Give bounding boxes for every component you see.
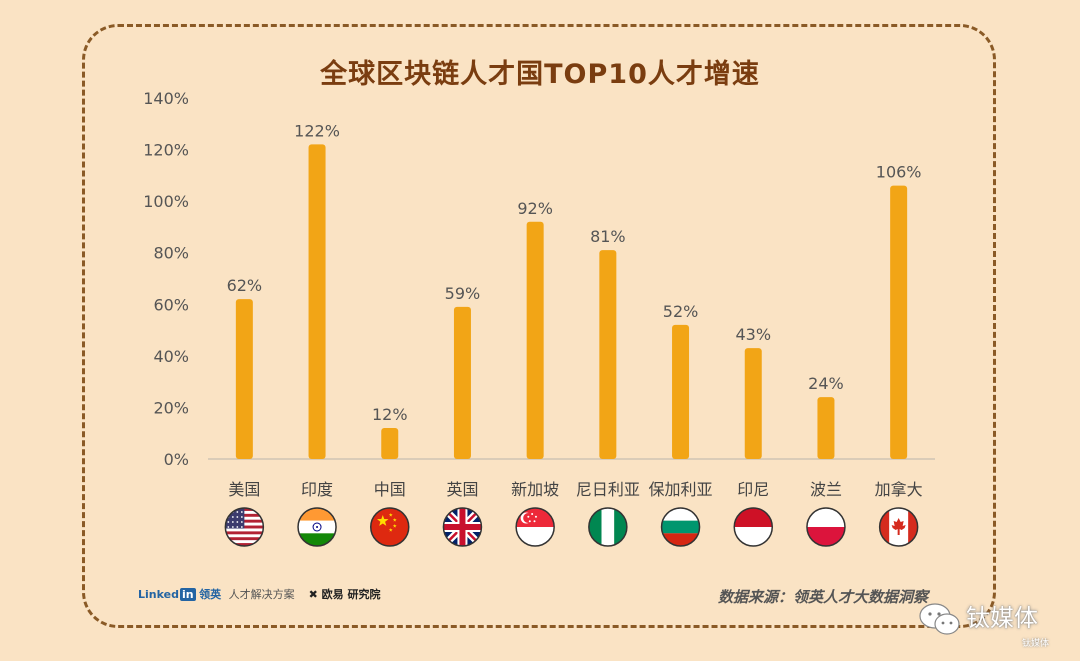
y-tick-label: 40%	[153, 347, 189, 366]
bar	[672, 324, 690, 459]
y-tick-label: 120%	[143, 141, 189, 160]
bar-value-label: 52%	[663, 302, 699, 321]
y-tick-label: 20%	[153, 398, 189, 417]
nigeria-flag-icon	[588, 507, 628, 547]
x-tick-label: 英国	[446, 480, 478, 499]
bar	[744, 348, 762, 459]
china-flag-icon	[370, 507, 410, 547]
x-tick-label: 尼日利亚	[576, 480, 640, 499]
india-flag-icon	[297, 507, 337, 547]
wechat-icon	[918, 602, 962, 642]
y-tick-label: 60%	[153, 295, 189, 314]
x-tick-label: 中国	[374, 480, 406, 499]
bar-value-label: 43%	[735, 325, 771, 344]
bar-value-label: 92%	[517, 199, 553, 218]
ou-logo-icon: ✖	[308, 588, 318, 601]
ou-research-logo: ✖ 欧易 研究院	[308, 588, 381, 601]
bar	[599, 250, 617, 459]
bar	[817, 397, 835, 459]
x-tick-label: 加拿大	[875, 480, 923, 499]
singapore-flag-icon	[515, 507, 555, 547]
bar-value-label: 12%	[372, 405, 408, 424]
bar	[890, 185, 908, 459]
y-tick-label: 140%	[143, 89, 189, 108]
x-tick-label: 印度	[301, 480, 333, 499]
bar-value-label: 59%	[445, 284, 481, 303]
poland-flag-icon	[806, 507, 846, 547]
watermark-small-text: 钛媒体	[1022, 639, 1050, 649]
bar-value-label: 122%	[294, 121, 340, 140]
x-tick-label: 印尼	[737, 480, 769, 499]
indonesia-flag-icon	[733, 507, 773, 547]
bar-value-label: 81%	[590, 227, 626, 246]
bar	[308, 144, 326, 459]
y-tick-label: 0%	[164, 450, 189, 469]
bar	[453, 306, 471, 459]
y-tick-label: 100%	[143, 192, 189, 211]
x-tick-label: 波兰	[810, 480, 842, 499]
x-tick-label: 新加坡	[511, 480, 559, 499]
bar	[381, 428, 399, 459]
chart-frame	[82, 24, 996, 628]
footer-logos: Linked in 领英 人才解决方案 ✖ 欧易 研究院	[138, 586, 380, 602]
linkedin-logo: Linked in 领英 人才解决方案	[138, 588, 295, 601]
bar-value-label: 106%	[876, 163, 922, 182]
bar	[526, 221, 544, 459]
bar-value-label: 24%	[808, 374, 844, 393]
bar-value-label: 62%	[227, 276, 263, 295]
x-tick-label: 保加利亚	[649, 480, 713, 499]
chart-title: 全球区块链人才国TOP10人才增速	[320, 59, 760, 90]
data-source: 数据来源：领英人才大数据洞察	[718, 588, 929, 606]
bulgaria-flag-icon	[660, 507, 701, 547]
bar	[235, 299, 253, 459]
canada-flag-icon	[878, 507, 919, 547]
uk-flag-icon	[442, 507, 483, 547]
watermark-text: 钛媒体	[966, 604, 1038, 632]
x-tick-label: 美国	[228, 480, 260, 499]
us-flag-icon	[224, 507, 265, 547]
y-tick-label: 80%	[153, 244, 189, 263]
